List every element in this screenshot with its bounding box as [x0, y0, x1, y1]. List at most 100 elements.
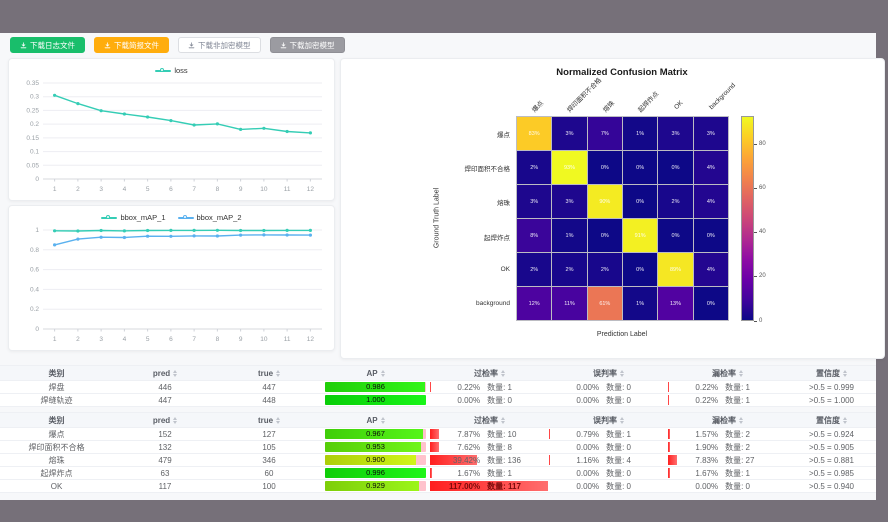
sort-icon[interactable] [843, 416, 847, 424]
misjudge-rate-cell: 0.79% 数量: 1 [549, 428, 668, 440]
confidence-cell: >0.5 = 0.881 [809, 455, 854, 465]
table-header-AP[interactable]: AP [321, 366, 430, 380]
ap-cell: 0.929 [321, 480, 430, 492]
matrix-row-label: 焊印面积不合格 [464, 166, 511, 174]
sort-icon[interactable] [620, 369, 624, 377]
table-header-过检率[interactable]: 过检率 [430, 366, 549, 380]
download-unencrypted-model-button[interactable]: 下载非加密模型 [178, 37, 261, 53]
svg-text:0.35: 0.35 [26, 80, 39, 87]
over-rate-cell: 0.00% 数量: 0 [457, 395, 513, 405]
svg-text:6: 6 [169, 186, 173, 193]
sort-icon[interactable] [501, 369, 505, 377]
table-header-过检率[interactable]: 过检率 [430, 413, 549, 427]
sort-icon[interactable] [739, 416, 743, 424]
confusion-matrix: 83% 3% 7% 1% 3% 3% 2% 93% 0% 0% 0% 4% 3% 3% 90% 0% 2% 4% 8… [516, 116, 729, 321]
matrix-col-label: 起焊炸点 [637, 90, 661, 114]
pred-cell: 63 [160, 468, 170, 478]
matrix-col-label: 焊印面积不合格 [566, 76, 604, 114]
table-header-误判率[interactable]: 误判率 [549, 366, 668, 380]
pred-cell: 132 [158, 442, 172, 452]
svg-text:5: 5 [146, 336, 150, 343]
sort-icon[interactable] [173, 369, 178, 377]
legend-item-bbox_mAP_1[interactable]: bbox_mAP_1 [101, 213, 166, 222]
sort-icon[interactable] [620, 416, 624, 424]
table-header-row: 类别 pred true AP 过检率 误判率 漏检率 置信度 [0, 412, 876, 428]
matrix-row-label: 熔珠 [497, 200, 510, 208]
table-header-AP[interactable]: AP [321, 413, 430, 427]
svg-text:0.8: 0.8 [30, 247, 39, 254]
download-report-file-button[interactable]: 下载简报文件 [94, 37, 169, 53]
matrix-col-label: 爆点 [530, 99, 545, 114]
matrix-cell: 2% [517, 151, 552, 184]
table-header-true[interactable]: true [217, 413, 321, 427]
over-rate-cell: 39.42% 数量: 136 [430, 454, 549, 466]
loss-chart-legend: loss [9, 59, 334, 77]
ap-bar: 0.996 [325, 468, 426, 478]
svg-text:11: 11 [284, 336, 291, 343]
category-cell: OK [50, 481, 63, 491]
matrix-cell: 0% [587, 151, 622, 184]
table-header-category: 类别 [48, 415, 65, 425]
matrix-cell: 3% [552, 185, 587, 218]
sort-icon[interactable] [501, 416, 505, 424]
pred-cell: 117 [158, 481, 172, 491]
download-icon [20, 41, 27, 48]
content-area: 下载日志文件 下载简报文件 下载非加密模型 下载加密模型 loss 0 0.05 0.1 0… [0, 33, 885, 500]
sort-icon[interactable] [843, 369, 847, 377]
confusion-matrix-title: Normalized Confusion Matrix [556, 67, 688, 78]
sort-icon[interactable] [173, 416, 178, 424]
legend-item-loss[interactable]: loss [155, 66, 188, 75]
download-log-file-button[interactable]: 下载日志文件 [10, 37, 85, 53]
ap-cell: 0.986 [321, 381, 430, 393]
table-header-置信度[interactable]: 置信度 [787, 366, 876, 380]
matrix-cell: 1% [552, 219, 587, 252]
sort-icon[interactable] [739, 369, 743, 377]
confidence-cell: >0.5 = 1.000 [809, 395, 854, 405]
metrics-table-defects: 类别 pred true AP 过检率 误判率 漏检率 置信度 爆点 152 127 0.967 7.8… [0, 412, 876, 493]
table-row: 熔珠 479 346 0.900 39.42% 数量: 136 1.16% 数量: 4 7.83… [0, 454, 876, 467]
matrix-cell: 3% [658, 117, 693, 150]
true-cell: 60 [264, 468, 274, 478]
matrix-row-label: background [476, 299, 510, 307]
download-toolbar: 下载日志文件 下载简报文件 下载非加密模型 下载加密模型 [10, 37, 345, 53]
download-icon [188, 41, 195, 48]
true-cell: 127 [262, 429, 276, 439]
matrix-cell: 3% [693, 117, 728, 150]
svg-text:12: 12 [307, 336, 315, 343]
sort-icon[interactable] [276, 369, 281, 377]
table-header-置信度[interactable]: 置信度 [787, 413, 876, 427]
svg-text:4: 4 [123, 186, 127, 193]
matrix-cell: 4% [693, 151, 728, 184]
rate-bar [430, 442, 439, 452]
sort-icon[interactable] [380, 369, 385, 377]
matrix-cell: 3% [552, 117, 587, 150]
matrix-cell: 0% [587, 219, 622, 252]
sort-icon[interactable] [380, 416, 385, 424]
colorbar-tick-label: 60 [759, 185, 766, 192]
over-rate-cell: 117.00% 数量: 117 [430, 480, 549, 492]
ap-cell: 0.953 [321, 441, 430, 453]
colorbar-tick-label: 20 [759, 273, 766, 280]
legend-item-bbox_mAP_2[interactable]: bbox_mAP_2 [177, 213, 242, 222]
misjudge-rate-cell: 0.00% 数量: 0 [576, 442, 632, 452]
download-encrypted-model-button[interactable]: 下载加密模型 [269, 37, 345, 53]
metrics-table-weld: 类别 pred true AP 过检率 误判率 漏检率 置信度 焊盘 446 447 0.986 0.2… [0, 365, 876, 407]
table-header-pred[interactable]: pred [113, 413, 217, 427]
table-header-true[interactable]: true [217, 366, 321, 380]
svg-text:2: 2 [76, 336, 80, 343]
table-row: 焊盘 446 447 0.986 0.22% 数量: 1 0.00% 数量: 0 0.22% 数量… [0, 381, 876, 394]
rate-bar [668, 468, 670, 478]
svg-text:1: 1 [53, 336, 57, 343]
table-header-漏检率[interactable]: 漏检率 [668, 366, 787, 380]
sort-icon[interactable] [276, 416, 281, 424]
category-cell: 焊盘 [48, 382, 65, 392]
misjudge-rate-cell: 1.16% 数量: 4 [549, 454, 668, 466]
loss-chart: 00.050.10.150.20.250.30.351 2 3 4 5 6 7 8 9 10 11 1… [26, 80, 322, 193]
ap-bar: 1.000 [325, 395, 426, 405]
table-header-误判率[interactable]: 误判率 [549, 413, 668, 427]
table-header-pred[interactable]: pred [113, 366, 217, 380]
true-cell: 448 [262, 395, 276, 405]
matrix-row-label: 起焊炸点 [484, 234, 510, 242]
table-header-漏检率[interactable]: 漏检率 [668, 413, 787, 427]
svg-text:0.1: 0.1 [30, 149, 39, 156]
